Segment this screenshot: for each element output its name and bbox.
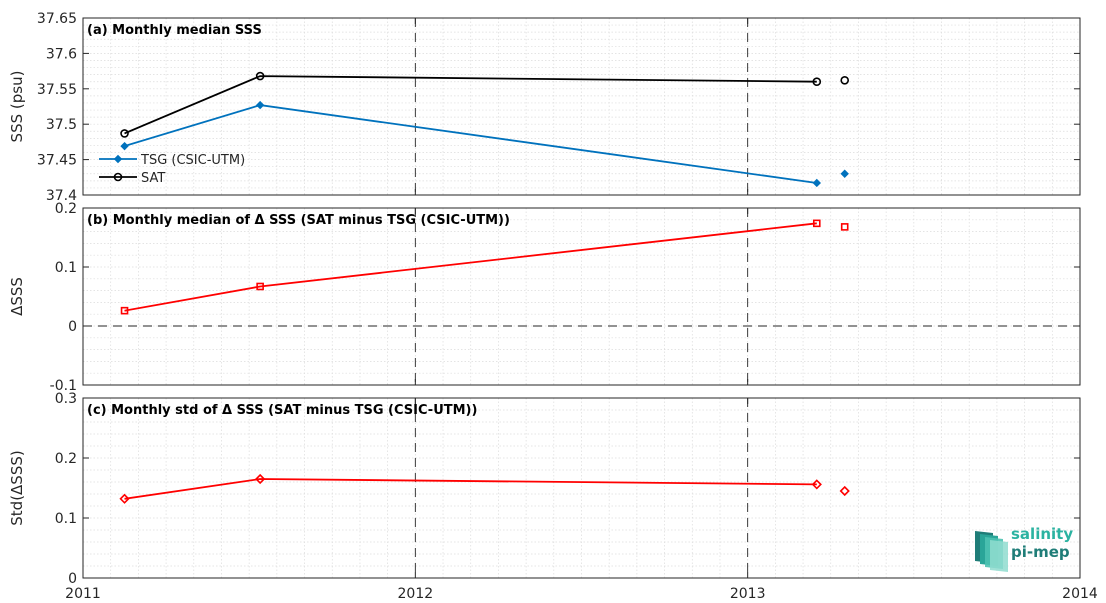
series-line [124,222,817,312]
logo-text-top: salinity [1011,525,1073,543]
y-tick-label: 37.45 [37,153,77,169]
y-tick-label: 37.5 [46,117,77,133]
y-tick-label: 0.1 [55,511,77,527]
data-point [811,479,822,490]
panel-b-ylabel: ΔSSS [8,277,26,316]
y-tick-label: 0 [68,571,77,587]
y-tick-label: 37.65 [37,11,77,27]
y-tick-label: 37.6 [46,46,77,62]
panel-a: 37.4 37.45 37.5 37.55 37.6 37.65 SSS (psu) (a) … [8,11,1081,204]
panels-layer: 37.4 37.45 37.5 37.55 37.6 37.65 SSS (psu) (a) … [8,11,1081,587]
data-point [119,493,130,504]
x-tick-label: 2011 [65,586,101,602]
x-axis: 2011 2012 2013 2014 [65,586,1098,602]
series-c-0 [119,473,850,504]
data-point [839,485,850,497]
panel-c-grid [82,398,1080,579]
panel-a-legend: TSG (CSIC-UTM) SAT [99,153,245,186]
panel-c-title: (c) Monthly std of Δ SSS (SAT minus TSG … [87,403,477,418]
y-tick-label: 37.4 [46,188,77,204]
panel-a-frame [82,17,1081,196]
panel-a-ylabel: SSS (psu) [8,71,26,143]
series-line [124,75,817,135]
y-tick-label: 0 [68,319,77,335]
y-tick-label: 0.3 [55,391,77,407]
series-line [124,478,817,500]
y-tick-label: -0.1 [50,378,77,394]
panel-c: 0 0.1 0.2 0.3 Std(ΔSSS) (c) Monthly std of Δ … [8,391,1081,587]
panel-b: -0.1 0 0.1 0.2 ΔSSS (b) Monthly median of Δ S… [8,201,1081,394]
data-point [840,169,849,178]
salinity-pi-mep-logo: salinity pi-mep [975,525,1073,572]
panel-a-grid [82,18,1080,196]
legend-marker [113,154,123,164]
data-point [120,141,129,151]
logo-icon [975,531,1008,572]
x-tick-label: 2012 [398,586,434,602]
legend-marker [113,172,123,182]
series-a-1 [120,71,850,138]
panel-b-title: (b) Monthly median of Δ SSS (SAT minus T… [87,213,510,228]
y-tick-label: 37.55 [37,82,77,98]
series-b-0 [120,219,849,315]
legend-label: SAT [141,171,165,186]
data-point [255,100,265,110]
data-point [120,129,129,138]
panel-c-ylabel: Std(ΔSSS) [8,450,26,525]
logo-text-bottom: pi-mep [1011,543,1070,561]
x-tick-label: 2014 [1062,586,1098,602]
x-tick-label: 2013 [730,586,766,602]
data-point [256,282,264,291]
y-tick-label: 0.2 [55,451,77,467]
y-tick-label: 0.1 [55,260,77,276]
y-tick-label: 0.2 [55,201,77,217]
data-point [812,77,822,87]
series-a-0 [120,100,849,188]
data-point [840,223,849,231]
panel-c-frame [82,397,1081,579]
panel-b-grid [82,208,1080,386]
legend-label: TSG (CSIC-UTM) [140,153,245,168]
panel-b-frame [82,207,1081,386]
series-line-gap [817,174,845,183]
panel-a-title: (a) Monthly median SSS [87,23,262,38]
data-point [120,306,129,315]
data-point [255,473,266,485]
data-point [812,178,821,188]
data-point [840,76,850,85]
data-point [812,219,821,228]
data-point [255,71,265,81]
